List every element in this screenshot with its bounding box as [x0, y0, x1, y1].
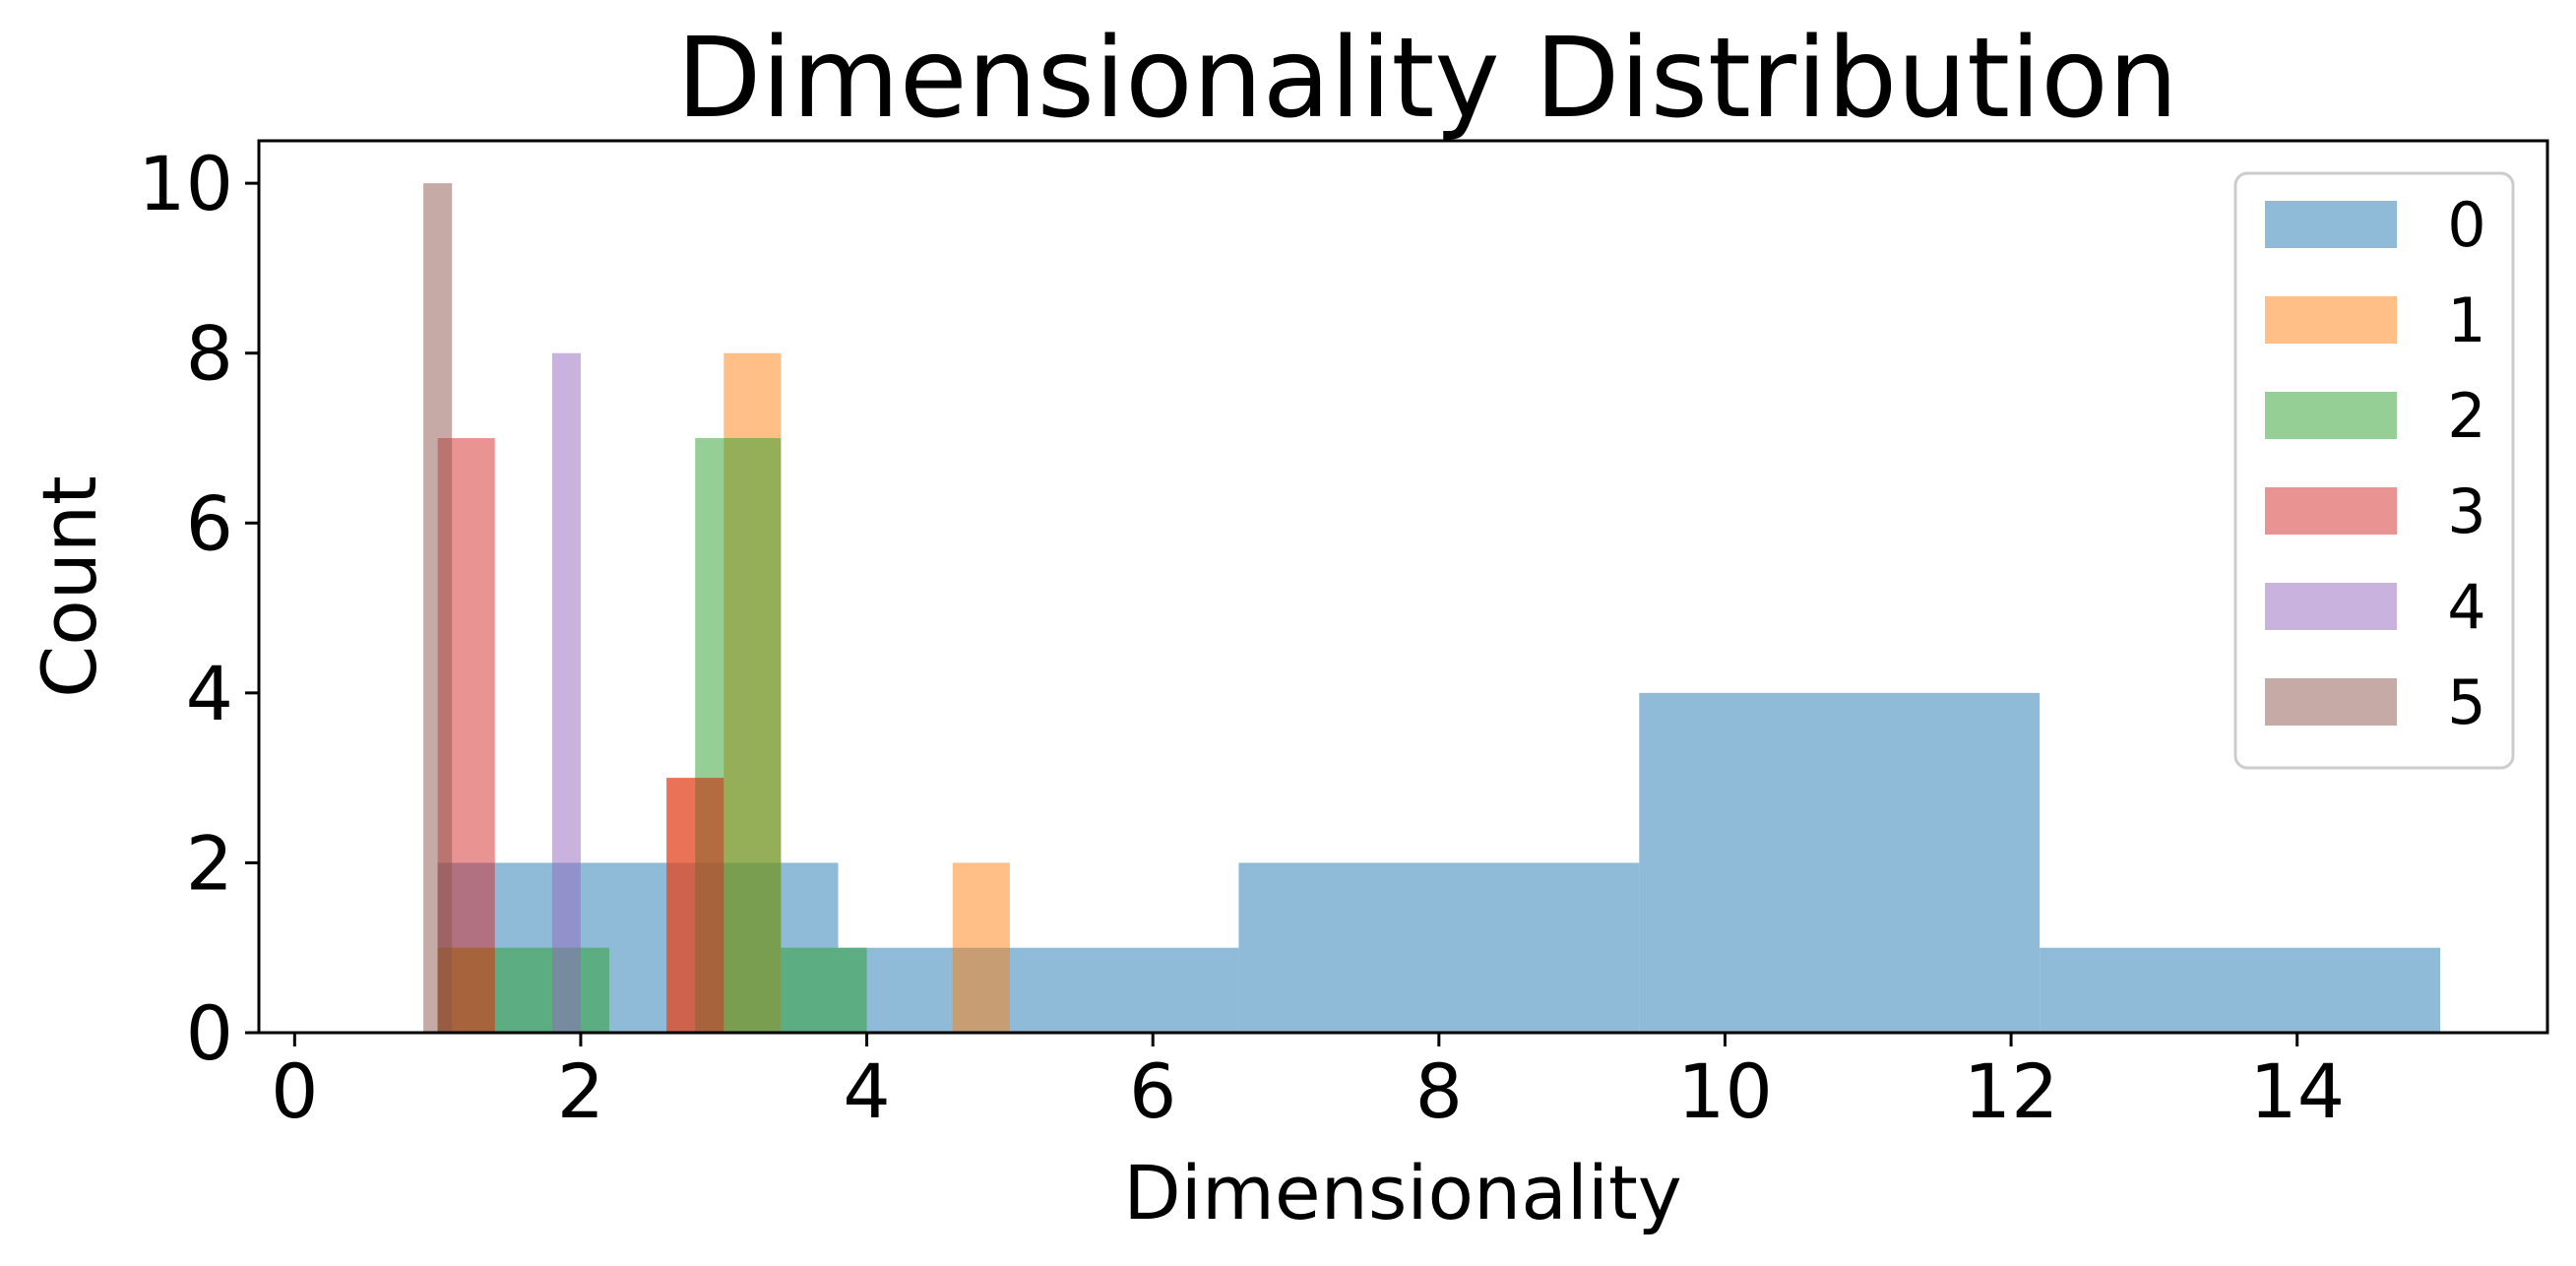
bar-series-2-bin-2 — [781, 947, 867, 1033]
legend-swatch-0 — [2265, 201, 2397, 248]
legend-label-0: 0 — [2447, 189, 2485, 261]
bar-series-5-bin-0 — [423, 183, 453, 1034]
legend-swatch-3 — [2265, 487, 2397, 535]
x-tick-label: 0 — [271, 1047, 318, 1135]
legend: 0 1 2 3 4 5 — [2233, 171, 2515, 770]
legend-swatch-1 — [2265, 296, 2397, 344]
bar-series-4-bin-0 — [551, 352, 581, 1033]
legend-label-1: 1 — [2447, 285, 2485, 356]
x-tick-label: 2 — [557, 1047, 604, 1135]
legend-label-5: 5 — [2447, 666, 2485, 738]
legend-label-3: 3 — [2447, 475, 2485, 547]
x-tick-label: 8 — [1415, 1047, 1463, 1135]
x-axis-label: Dimensionality — [1123, 1149, 1682, 1236]
y-tick-label: 2 — [186, 819, 233, 907]
bar-series-0-bin-4 — [2040, 947, 2441, 1033]
x-tick-label: 6 — [1129, 1047, 1176, 1135]
legend-label-4: 4 — [2447, 571, 2485, 643]
legend-swatch-2 — [2265, 392, 2397, 439]
legend-swatch-5 — [2265, 678, 2397, 726]
y-tick-label: 10 — [138, 140, 233, 227]
y-tick-label: 0 — [186, 989, 233, 1077]
plot-frame — [257, 139, 2549, 1035]
bar-series-0-bin-3 — [1639, 692, 2041, 1033]
legend-label-2: 2 — [2447, 380, 2485, 452]
x-tick-label: 14 — [2249, 1047, 2345, 1135]
bar-series-0-bin-1 — [838, 947, 1239, 1033]
x-tick-label: 4 — [843, 1047, 890, 1135]
bar-series-0-bin-2 — [1238, 862, 1640, 1033]
y-tick-label: 4 — [186, 650, 233, 737]
bars-layer — [423, 183, 2441, 1034]
x-tick-label: 12 — [1964, 1047, 2059, 1135]
y-axis-label: Count — [26, 475, 113, 698]
y-tick-label: 8 — [186, 310, 233, 398]
y-axis-ticks: 0 2 4 6 8 10 — [138, 140, 259, 1077]
bar-series-1-bin-3 — [952, 862, 1010, 1033]
legend-swatch-4 — [2265, 583, 2397, 630]
x-axis-ticks: 0 2 4 6 8 10 12 14 — [271, 1033, 2345, 1135]
x-tick-label: 10 — [1677, 1047, 1773, 1135]
y-tick-label: 6 — [186, 479, 233, 567]
bar-series-3-bin-1 — [666, 778, 724, 1033]
chart-title: Dimensionality Distribution — [676, 15, 2177, 143]
